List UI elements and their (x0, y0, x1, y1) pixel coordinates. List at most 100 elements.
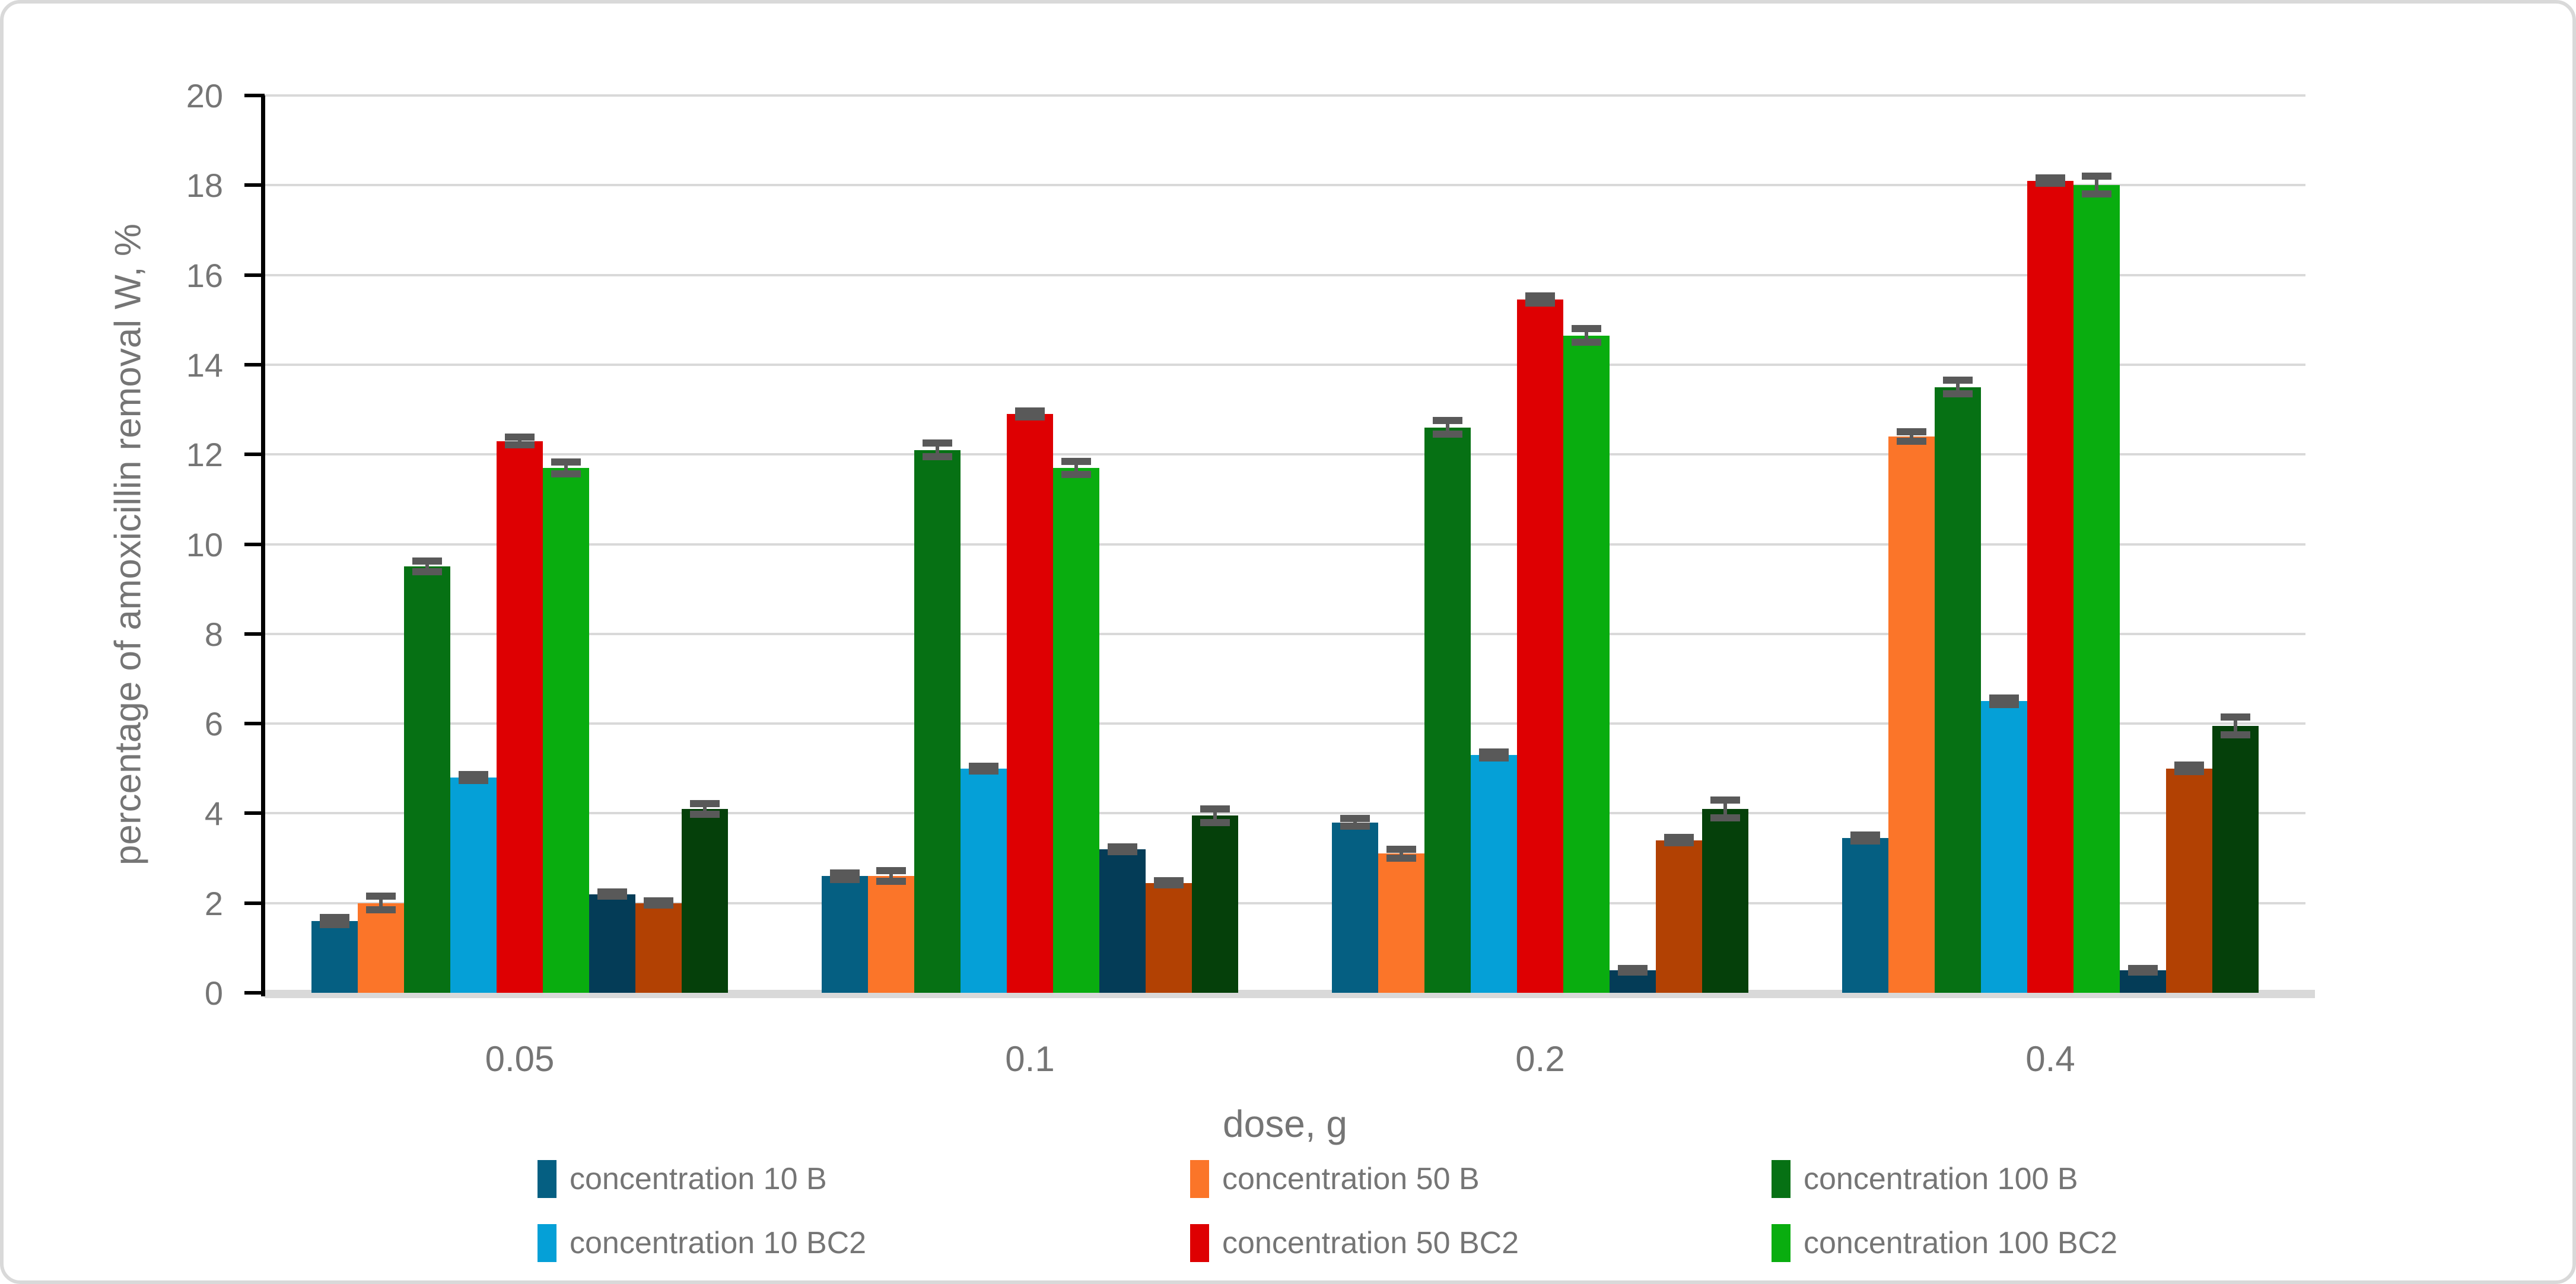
y-axis-tick (244, 811, 265, 815)
gridline (265, 184, 2305, 186)
bar-series-7-cat-0.05 (589, 894, 635, 993)
error-bar-cap-top (1200, 805, 1230, 813)
y-axis-tick (244, 901, 265, 905)
bar-concentration-50-b-cat-0.4 (1888, 437, 1935, 993)
error-bar-line (1723, 800, 1727, 818)
error-bar-cap-bottom (459, 777, 488, 784)
bar-concentration-50-bc2-cat-0.2 (1517, 300, 1563, 993)
legend-label: concentration 10 BC2 (570, 1226, 867, 1260)
bar-concentration-10-b-cat-0.1 (822, 876, 868, 993)
error-bar-cap-bottom (1479, 754, 1509, 762)
legend-item: concentration 100 B (1772, 1160, 2078, 1198)
bar-series-8-cat-0.4 (2166, 769, 2212, 993)
gridline (265, 543, 2305, 546)
bar-concentration-100-b-cat-0.4 (1935, 387, 1981, 993)
bar-concentration-100-b-cat-0.1 (914, 450, 961, 993)
error-bar-line (564, 462, 568, 474)
gridline (265, 812, 2305, 814)
legend-label: concentration 100 BC2 (1804, 1226, 2118, 1260)
error-bar-cap-bottom (597, 893, 627, 900)
legend-swatch (538, 1224, 556, 1262)
error-bar-cap-bottom (1710, 814, 1740, 821)
error-bar-cap-top (551, 458, 581, 466)
error-bar-cap-top (320, 914, 349, 921)
bar-series-9-cat-0.1 (1192, 815, 1238, 993)
error-bar-cap-top (1015, 407, 1045, 415)
bar-concentration-50-bc2-cat-0.05 (497, 441, 543, 993)
gridline (265, 274, 2305, 276)
error-bar-line (425, 561, 429, 572)
error-bar-cap-bottom (505, 441, 535, 448)
y-tick-label: 12 (186, 435, 223, 473)
error-bar-line (1585, 329, 1588, 342)
bar-concentration-50-b-cat-0.1 (868, 876, 914, 993)
y-tick-label: 6 (204, 705, 223, 743)
y-axis-tick (244, 363, 265, 367)
bar-concentration-50-bc2-cat-0.4 (2027, 181, 2073, 993)
error-bar-cap-bottom (1061, 471, 1091, 478)
legend-swatch (1772, 1160, 1791, 1198)
error-bar-cap-bottom (2221, 731, 2250, 738)
error-bar-line (379, 896, 383, 910)
error-bar-cap-bottom (1897, 438, 1926, 445)
error-bar-cap-top (1710, 796, 1740, 804)
error-bar-cap-bottom (1618, 968, 1648, 976)
error-bar-cap-bottom (1989, 701, 2019, 708)
error-bar-line (1446, 420, 1449, 434)
y-tick-label: 2 (204, 884, 223, 922)
error-bar-line (518, 437, 521, 444)
error-bar-cap-top (1386, 846, 1416, 853)
gridline (265, 633, 2305, 635)
error-bar-cap-top (690, 800, 720, 807)
error-bar-cap-top (459, 771, 488, 778)
bar-concentration-10-bc2-cat-0.1 (961, 769, 1007, 993)
error-bar-cap-bottom (366, 906, 396, 913)
bar-series-9-cat-0.2 (1702, 809, 1748, 993)
y-axis-tick (244, 722, 265, 725)
error-bar-cap-bottom (412, 568, 442, 575)
error-bar-cap-bottom (1108, 848, 1137, 855)
error-bar-cap-bottom (2128, 968, 2158, 976)
error-bar-cap-bottom (1015, 413, 1045, 420)
x-category-label-0.05: 0.05 (485, 1039, 555, 1079)
error-bar-cap-bottom (1200, 819, 1230, 826)
bar-series-7-cat-0.1 (1099, 849, 1146, 993)
error-bar-cap-bottom (320, 921, 349, 928)
gridline (265, 94, 2305, 97)
error-bar-cap-top (412, 557, 442, 565)
error-bar-line (1074, 461, 1078, 475)
y-axis-tick (244, 991, 265, 995)
y-tick-label: 10 (186, 525, 223, 563)
x-category-label-0.1: 0.1 (1005, 1039, 1055, 1079)
gridline (265, 902, 2305, 904)
y-tick-label: 16 (186, 256, 223, 294)
bar-concentration-10-bc2-cat-0.4 (1981, 701, 2027, 993)
y-axis-tick (244, 543, 265, 546)
bar-concentration-10-bc2-cat-0.2 (1471, 755, 1517, 993)
legend-item: concentration 50 B (1190, 1160, 1480, 1198)
error-bar-cap-top (1525, 292, 1555, 300)
error-bar-cap-bottom (830, 876, 860, 883)
error-bar-cap-bottom (2036, 180, 2065, 187)
y-tick-label: 14 (186, 346, 223, 384)
error-bar-line (1910, 432, 1913, 441)
error-bar-cap-top (876, 867, 906, 874)
legend-swatch (538, 1160, 556, 1198)
x-axis-title: dose, g (1223, 1103, 1347, 1145)
gridline (265, 722, 2305, 725)
error-bar-line (2095, 176, 2098, 194)
legend-label: concentration 50 B (1222, 1162, 1480, 1196)
bar-series-8-cat-0.2 (1656, 840, 1702, 993)
legend-swatch (1190, 1160, 1209, 1198)
error-bar-cap-bottom (1154, 881, 1184, 888)
bar-concentration-10-b-cat-0.4 (1842, 838, 1888, 993)
bar-series-8-cat-0.1 (1146, 883, 1192, 993)
x-category-label-0.2: 0.2 (1515, 1039, 1565, 1079)
error-bar-cap-top (505, 434, 535, 441)
legend-label: concentration 100 B (1804, 1162, 2078, 1196)
y-tick-label: 8 (204, 615, 223, 653)
y-axis-line (261, 95, 265, 996)
error-bar-cap-top (366, 893, 396, 900)
error-bar-cap-top (2174, 762, 2204, 769)
